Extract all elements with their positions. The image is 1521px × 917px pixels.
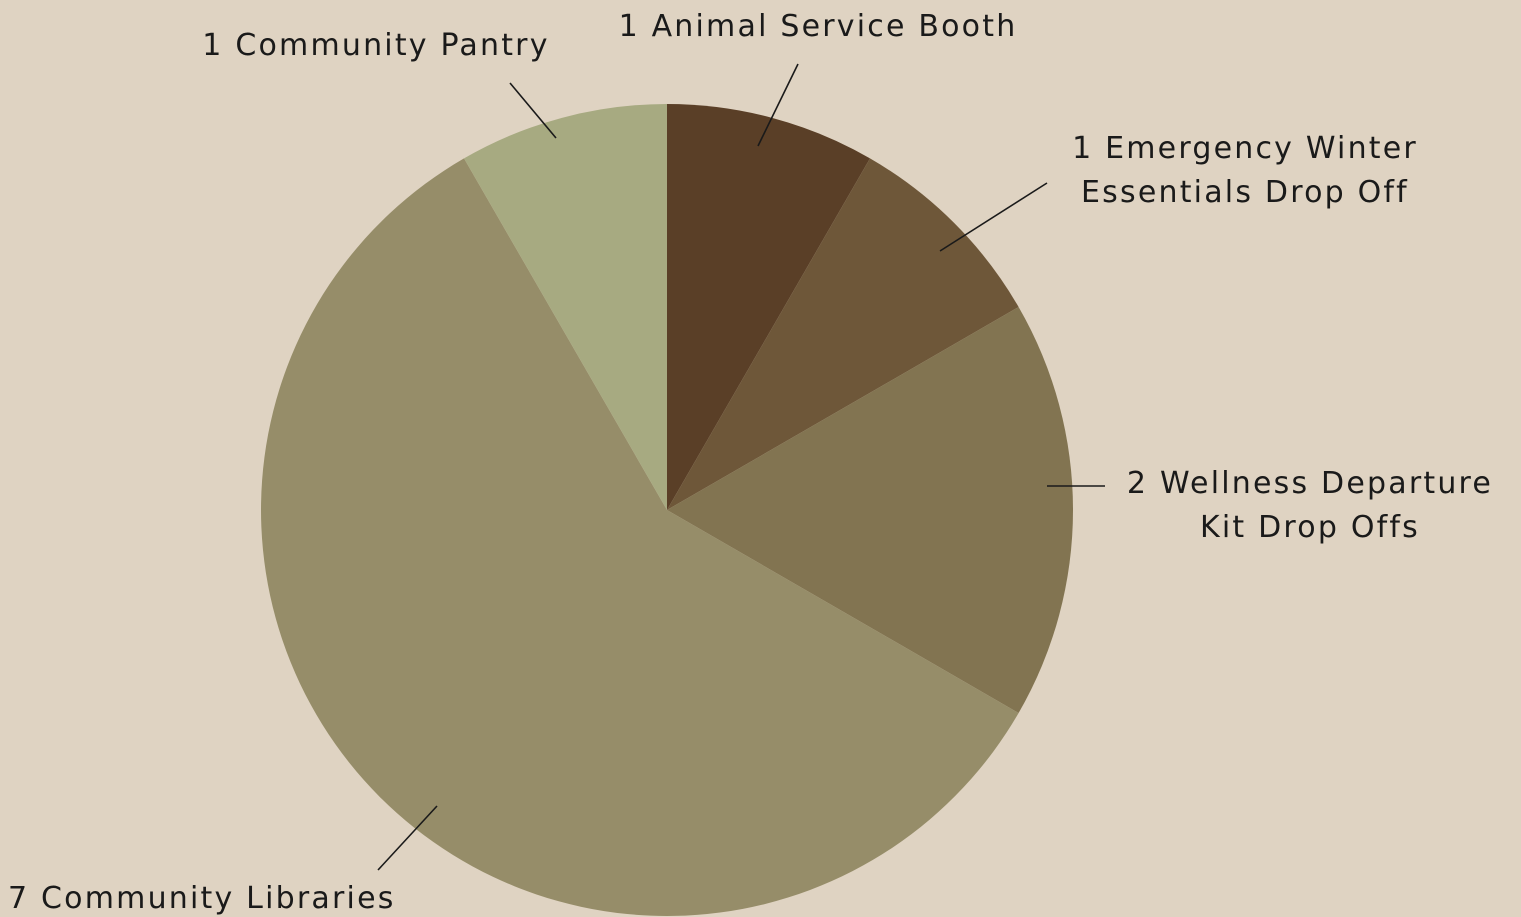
pie-slice-winter (667, 158, 1019, 510)
pie-slices (261, 104, 1074, 916)
slice-label-pantry: 1 Community Pantry (202, 28, 549, 63)
slice-label-wellness: 2 Wellness Departure Kit Drop Offs (1127, 466, 1493, 545)
slice-label-line: 1 Emergency Winter (1072, 131, 1418, 166)
slice-label-animal: 1 Animal Service Booth (619, 9, 1018, 44)
slice-label-line: 1 Animal Service Booth (619, 9, 1018, 44)
slice-label-line: Essentials Drop Off (1081, 175, 1409, 210)
leader-line-winter (939, 182, 1048, 252)
slice-label-winter: 1 Emergency Winter Essentials Drop Off (1072, 131, 1418, 210)
slice-label-line: 2 Wellness Departure (1127, 466, 1493, 501)
leader-line-animal (757, 63, 799, 147)
slice-label-line: Kit Drop Offs (1200, 510, 1420, 545)
leader-line-libraries (377, 805, 438, 871)
leader-line-pantry (509, 82, 557, 139)
slice-label-libraries: 7 Community Libraries (8, 881, 396, 916)
pie-slice-pantry (464, 104, 667, 510)
leader-lines (377, 63, 1105, 871)
slice-label-line: 1 Community Pantry (202, 28, 549, 63)
pie-slice-wellness (667, 307, 1074, 713)
slice-label-line: 7 Community Libraries (8, 881, 396, 916)
pie-slice-animal (667, 104, 870, 510)
pie-slice-libraries (261, 158, 1019, 916)
slice-labels: 1 Animal Service Booth 1 Emergency Winter… (8, 9, 1493, 916)
